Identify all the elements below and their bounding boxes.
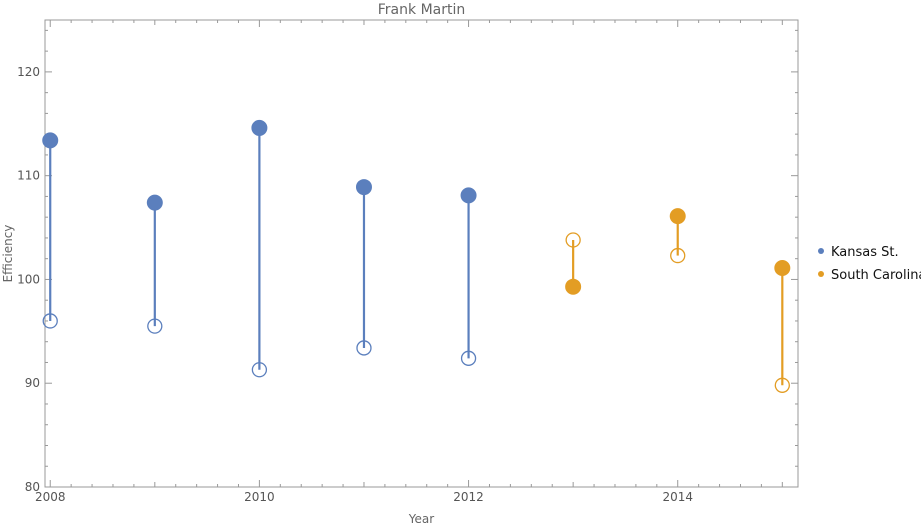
- y-axis-ticks: 80 90 100 110 120: [17, 29, 798, 494]
- legend-label: South Carolina: [831, 268, 921, 283]
- x-axis-title: Year: [408, 512, 434, 526]
- plot-border: [44, 19, 799, 488]
- hollow-point: [460, 350, 477, 366]
- legend-label: Kansas St.: [831, 245, 899, 260]
- hollow-point: [356, 340, 372, 356]
- y-tick-label: 110: [17, 169, 40, 183]
- x-tick-label: 2014: [662, 490, 693, 504]
- legend: Kansas St. South Carolina: [818, 245, 921, 283]
- filled-point: [355, 179, 372, 196]
- y-tick-label: 100: [17, 272, 40, 286]
- chart-title: Frank Martin: [378, 2, 465, 18]
- hollow-point: [670, 247, 686, 264]
- filled-point: [251, 119, 268, 136]
- filled-point: [146, 194, 163, 211]
- filled-point: [774, 260, 791, 277]
- y-tick-label: 80: [25, 480, 40, 494]
- filled-point: [669, 208, 686, 225]
- filled-point: [565, 278, 582, 295]
- y-tick-label: 90: [25, 376, 40, 390]
- data-marks: [42, 119, 791, 393]
- hollow-point: [774, 377, 790, 393]
- x-axis-ticks: 2008 2010 2012 2014: [35, 20, 783, 504]
- hollow-point: [147, 318, 163, 334]
- x-tick-label: 2010: [244, 490, 275, 504]
- hollow-point: [565, 232, 581, 248]
- hollow-point: [251, 362, 268, 378]
- x-tick-label: 2012: [453, 490, 484, 504]
- legend-swatch: [818, 248, 824, 254]
- filled-point: [42, 132, 59, 149]
- hollow-point: [42, 313, 58, 329]
- y-tick-label: 120: [17, 65, 40, 79]
- filled-point: [460, 187, 477, 204]
- y-axis-title: Efficiency: [1, 225, 15, 283]
- legend-swatch: [818, 271, 824, 277]
- x-tick-label: 2008: [35, 490, 66, 504]
- plot-frame: [44, 19, 799, 488]
